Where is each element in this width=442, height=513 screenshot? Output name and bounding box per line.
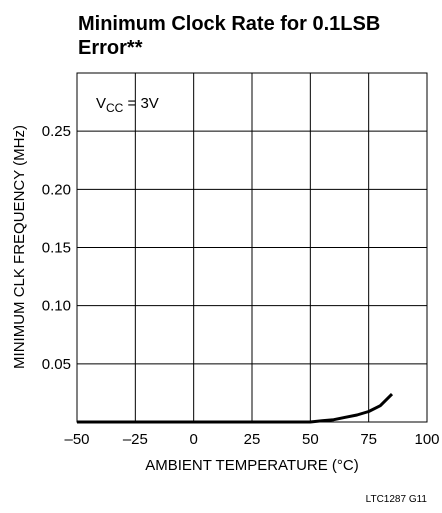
- footnote: LTC1287 G11: [366, 494, 428, 505]
- y-tick-label: 0.20: [42, 181, 71, 198]
- y-tick-label: 0.15: [42, 240, 71, 257]
- x-tick-label: –25: [123, 431, 148, 448]
- y-tick-label: 0.25: [42, 123, 71, 140]
- x-tick-label: 50: [302, 431, 319, 448]
- x-tick-label: 100: [414, 431, 439, 448]
- x-tick-label: 25: [244, 431, 261, 448]
- x-tick-label: 75: [360, 431, 377, 448]
- chart-title: Error**: [78, 37, 143, 59]
- annotation: VCC = 3V: [96, 95, 159, 115]
- x-axis-label: AMBIENT TEMPERATURE (°C): [145, 457, 359, 474]
- annotation-base: V: [96, 95, 106, 112]
- chart-title: Minimum Clock Rate for 0.1LSB: [78, 13, 380, 35]
- x-tick-label: 0: [189, 431, 197, 448]
- y-tick-label: 0.05: [42, 356, 71, 373]
- y-tick-label: 0.10: [42, 298, 71, 315]
- x-tick-label: –50: [64, 431, 89, 448]
- annotation-rest: = 3V: [123, 95, 158, 112]
- annotation-sub: CC: [106, 101, 124, 115]
- data-line: [77, 393, 394, 424]
- y-axis-label: MINIMUM CLK FREQUENCY (MHz): [11, 125, 28, 369]
